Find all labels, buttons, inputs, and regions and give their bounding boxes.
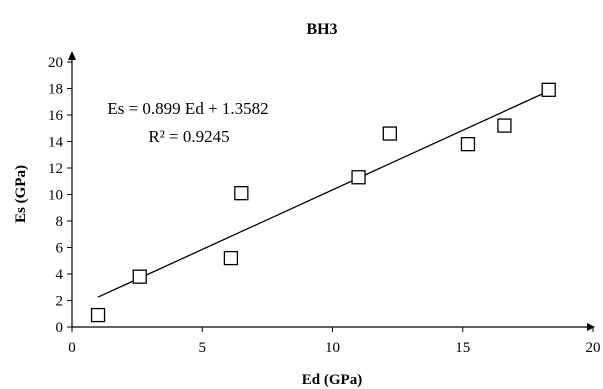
y-tick-label: 10 [48,188,63,204]
data-point [223,250,239,266]
y-tick-label: 16 [48,108,64,124]
y-tick-label: 8 [56,214,64,230]
y-tick-label: 18 [48,82,63,98]
y-tick-label: 14 [48,135,64,151]
trendline [97,90,549,298]
data-point [541,82,556,97]
x-tick-label: 10 [325,340,340,356]
trendline-layer [97,90,549,298]
axes: 0 5 10 15 20 0 2 4 6 8 10 12 14 16 18 20 [48,51,601,356]
y-tick-label: 4 [56,267,64,283]
data-point [234,186,249,201]
y-axis-arrow [68,51,76,60]
r-squared-label: R² = 0.9245 [148,127,229,146]
y-axis-title: Es (GPa) [13,165,29,223]
trendline-equation: Es = 0.899 Ed + 1.3582 [107,99,268,118]
data-point [460,136,476,152]
y-tick-label: 12 [48,161,63,177]
data-point [382,126,397,141]
y-tick-label: 6 [56,241,64,257]
y-tick-label: 2 [56,294,64,310]
data-point [351,170,366,185]
x-axis-arrow [587,323,595,331]
y-tick-label: 20 [48,55,63,71]
data-point [497,118,512,133]
data-points [90,82,556,323]
data-point [90,307,106,323]
x-tick-label: 15 [455,340,470,356]
x-tick-label: 20 [586,340,601,356]
y-tick-label: 0 [56,320,64,336]
chart-title: BH3 [306,21,337,38]
x-axis-title: Ed (GPa) [302,372,362,388]
data-point [132,269,147,284]
x-tick-label: 5 [199,340,207,356]
x-tick-label: 0 [68,340,76,356]
